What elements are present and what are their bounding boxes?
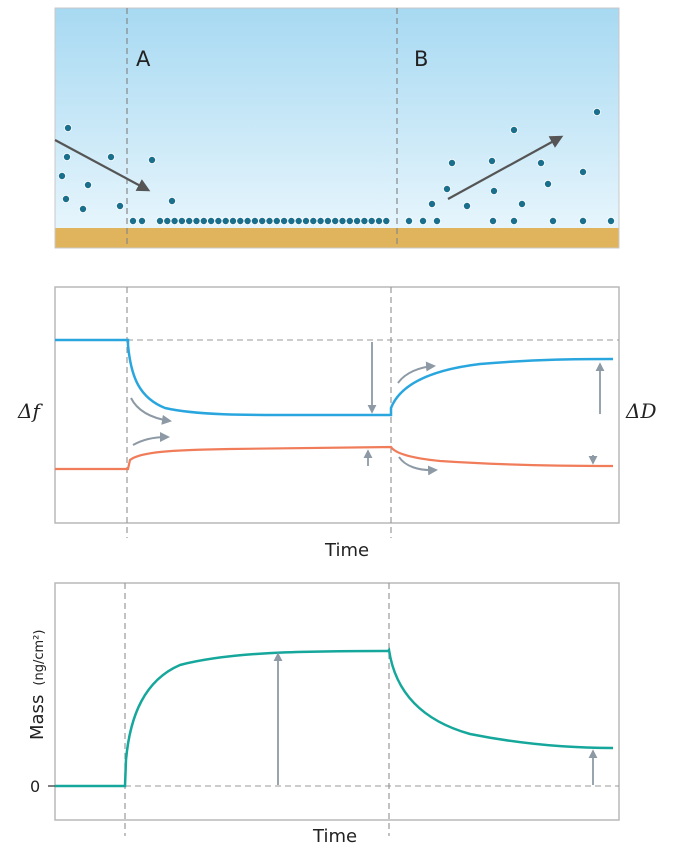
substrate xyxy=(55,228,619,248)
particle xyxy=(170,216,179,225)
zero-tick-label: 0 xyxy=(30,777,40,796)
frequency-curve xyxy=(55,338,614,417)
particle xyxy=(404,216,413,225)
particle xyxy=(163,216,172,225)
particle xyxy=(418,216,427,225)
particle xyxy=(338,216,347,225)
particle xyxy=(309,216,318,225)
particle xyxy=(607,216,616,225)
mass-y-axis-label-unit: (ng/cm²) xyxy=(32,630,47,686)
particle xyxy=(316,216,325,225)
particle xyxy=(462,201,471,210)
particle xyxy=(537,158,546,167)
particle xyxy=(177,216,186,225)
particle xyxy=(353,216,362,225)
particle xyxy=(544,179,553,188)
particle xyxy=(155,216,164,225)
particle xyxy=(147,155,156,164)
desorption-arrow xyxy=(447,135,564,200)
label-a: A xyxy=(136,47,151,71)
particle xyxy=(199,216,208,225)
particle xyxy=(137,216,146,225)
particle xyxy=(549,216,558,225)
particle xyxy=(250,216,259,225)
particle xyxy=(301,216,310,225)
adsorption-panel: A B xyxy=(54,7,620,249)
particle xyxy=(214,216,223,225)
particle xyxy=(382,216,391,225)
delta-d-label: ΔD xyxy=(625,399,656,423)
particle xyxy=(79,204,88,213)
particle xyxy=(243,216,252,225)
dissipation-curve xyxy=(55,445,614,471)
particle xyxy=(207,216,216,225)
particle xyxy=(331,216,340,225)
particle xyxy=(228,216,237,225)
particle xyxy=(487,156,496,165)
particle xyxy=(167,196,176,205)
particle xyxy=(116,201,125,210)
particle xyxy=(447,158,456,167)
particle xyxy=(84,180,93,189)
particle xyxy=(294,216,303,225)
trend-arrow-freq-up xyxy=(397,361,436,384)
particles xyxy=(58,108,616,225)
particle xyxy=(287,216,296,225)
particle xyxy=(488,216,497,225)
particle xyxy=(236,216,245,225)
qcm-signal-panel: Δf ΔD Time xyxy=(17,286,656,561)
particle xyxy=(323,216,332,225)
particle xyxy=(489,186,498,195)
particle xyxy=(107,152,116,161)
particle xyxy=(62,194,71,203)
particle xyxy=(63,152,72,161)
mass-y-axis-label-main: Mass xyxy=(27,695,48,740)
middle-x-axis-label: Time xyxy=(324,540,369,561)
mass-frame xyxy=(54,582,620,821)
delta-f-label: Δf xyxy=(17,399,43,423)
trend-arrow-diss-down xyxy=(398,456,438,476)
particle xyxy=(367,216,376,225)
particle xyxy=(579,167,588,176)
particle xyxy=(427,199,436,208)
particle xyxy=(509,216,518,225)
label-b: B xyxy=(414,47,428,71)
particle xyxy=(374,216,383,225)
particle xyxy=(432,216,441,225)
panel-frame xyxy=(54,7,620,249)
particle xyxy=(58,171,67,180)
particle xyxy=(128,216,137,225)
trend-arrow-diss-up xyxy=(132,432,170,446)
particle xyxy=(185,216,194,225)
particle xyxy=(593,108,602,117)
particle xyxy=(579,216,588,225)
particle xyxy=(272,216,281,225)
bottom-x-axis-label: Time xyxy=(312,826,357,847)
signal-frame xyxy=(54,286,620,524)
mass-panel: 0 Mass (ng/cm²) Time xyxy=(27,582,620,847)
particle xyxy=(509,126,518,135)
particle xyxy=(192,216,201,225)
particle xyxy=(265,216,274,225)
particle xyxy=(280,216,289,225)
particle xyxy=(221,216,230,225)
mass-y-axis-label: Mass (ng/cm²) xyxy=(27,630,48,740)
particle xyxy=(64,124,73,133)
particle xyxy=(442,184,451,193)
particle xyxy=(258,216,267,225)
liquid-region xyxy=(55,8,619,228)
particle xyxy=(360,216,369,225)
trend-arrow-freq-down xyxy=(130,397,172,425)
particle xyxy=(518,199,527,208)
adsorption-arrow xyxy=(54,139,151,192)
particle xyxy=(345,216,354,225)
mass-curve xyxy=(55,647,614,788)
